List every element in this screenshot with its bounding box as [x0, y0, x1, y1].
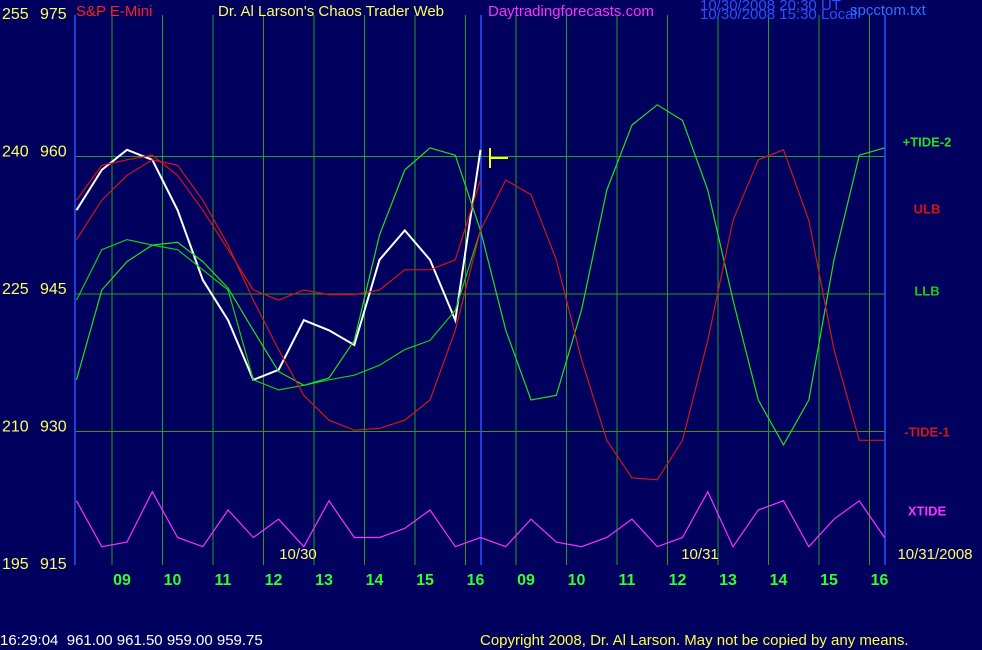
cursor-marker	[489, 148, 508, 168]
grid	[75, 15, 885, 565]
y-tick-label: 960	[40, 144, 67, 161]
status-quote: 16:29:04 961.00 961.50 959.00 959.75	[0, 632, 263, 649]
y2-tick-label: 240	[2, 144, 29, 161]
series-lines	[75, 104, 885, 548]
chart-title: Dr. Al Larson's Chaos Trader Web	[218, 3, 444, 20]
legend-label: -TIDE-1	[904, 424, 950, 439]
y2-tick-label: 225	[2, 281, 29, 298]
y2-tick-label: 255	[2, 6, 29, 23]
series-line	[76, 154, 482, 301]
x-tick-label: 13	[719, 572, 737, 589]
date-label: 10/31/2008	[897, 546, 972, 563]
x-tick-label: 14	[770, 572, 788, 589]
x-tick-label: 15	[820, 572, 838, 589]
y-tick-label: 915	[40, 556, 67, 573]
y-tick-label: 930	[40, 419, 67, 436]
x-tick-label: 10	[164, 572, 182, 589]
x-tick-label: 12	[669, 572, 687, 589]
x-tick-label: 14	[366, 572, 384, 589]
file-name: spcctom.txt	[850, 2, 927, 19]
instrument: S&P E-Mini	[76, 3, 152, 20]
legend-label: LLB	[914, 283, 939, 298]
series-line	[75, 149, 885, 481]
date-label: 10/31	[681, 546, 719, 563]
date-label: 10/30	[279, 546, 317, 563]
timestamp-ut: 10/30/2008 20:30 UT	[700, 0, 841, 14]
y2-tick-label: 210	[2, 419, 29, 436]
x-tick-label: 16	[467, 572, 485, 589]
x-tick-label: 12	[265, 572, 283, 589]
x-tick-label: 11	[215, 572, 232, 589]
legend-label: +TIDE-2	[903, 134, 952, 149]
y-tick-label: 945	[40, 281, 67, 298]
x-tick-label: 10	[568, 572, 586, 589]
x-tick-label: 11	[619, 572, 636, 589]
legend-label: XTIDE	[908, 503, 947, 518]
x-tick-label: 15	[416, 572, 434, 589]
x-tick-label: 09	[113, 572, 131, 589]
y-tick-label: 975	[40, 6, 67, 23]
x-tick-label: 09	[517, 572, 535, 589]
copyright: Copyright 2008, Dr. Al Larson. May not b…	[480, 632, 909, 649]
y2-tick-label: 195	[2, 556, 29, 573]
series-line	[75, 490, 885, 548]
x-tick-label: 16	[871, 572, 889, 589]
series-line	[75, 230, 482, 391]
timestamp-local: 10/30/2008 15:30 Local	[700, 6, 857, 23]
legend-label: ULB	[914, 201, 941, 216]
x-tick-label: 13	[315, 572, 333, 589]
site: Daytradingforecasts.com	[488, 3, 654, 20]
